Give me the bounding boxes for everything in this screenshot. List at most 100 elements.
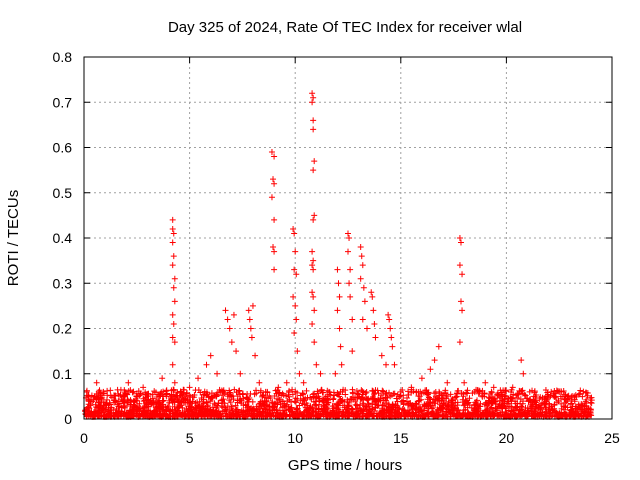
baseline-point	[107, 413, 114, 420]
data-point	[509, 384, 516, 391]
baseline-point	[267, 411, 274, 418]
data-point	[169, 262, 176, 269]
baseline-point	[397, 392, 404, 399]
baseline-point	[121, 405, 128, 412]
baseline-point	[264, 389, 271, 396]
baseline-point	[393, 395, 400, 402]
data-point	[383, 361, 390, 368]
baseline-point	[342, 387, 349, 394]
baseline-point	[307, 403, 314, 410]
baseline-point	[415, 398, 422, 405]
data-point	[291, 330, 298, 337]
baseline-point	[360, 406, 367, 413]
data-point	[358, 253, 365, 260]
baseline-point	[178, 392, 185, 399]
data-point	[386, 316, 393, 323]
data-point	[310, 257, 317, 264]
baseline-point	[381, 403, 388, 410]
data-point	[275, 384, 282, 391]
data-point	[336, 325, 343, 332]
data-point	[270, 244, 277, 251]
baseline-point	[463, 389, 470, 396]
baseline-point	[134, 393, 141, 400]
baseline-point	[107, 392, 114, 399]
data-point	[290, 225, 297, 232]
baseline-point	[519, 387, 526, 394]
data-point	[171, 298, 178, 305]
baseline-point	[140, 408, 147, 415]
baseline-point	[543, 413, 550, 420]
data-point	[334, 266, 341, 273]
baseline-point	[408, 402, 415, 409]
data-point	[171, 275, 178, 282]
baseline-point	[526, 410, 533, 417]
data-point	[186, 384, 193, 391]
baseline-point	[87, 400, 94, 407]
baseline-point	[184, 407, 191, 414]
data-point	[309, 90, 316, 97]
baseline-point	[438, 397, 445, 404]
baseline-point	[502, 387, 509, 394]
data-point	[169, 334, 176, 341]
baseline-point	[227, 399, 234, 406]
baseline-point	[208, 395, 215, 402]
baseline-point	[222, 413, 229, 420]
plot-frame	[83, 56, 613, 420]
data-point	[310, 94, 317, 101]
data-point	[293, 271, 300, 278]
baseline-point	[491, 412, 498, 419]
baseline-point	[84, 392, 91, 399]
baseline-point	[186, 413, 193, 420]
data-point	[224, 316, 231, 323]
data-point	[336, 293, 343, 300]
baseline-point	[542, 404, 549, 411]
baseline-point	[147, 397, 154, 404]
baseline-point	[458, 389, 465, 396]
baseline-point	[492, 398, 499, 405]
baseline-point	[352, 401, 359, 408]
baseline-point	[226, 389, 233, 396]
baseline-point	[305, 407, 312, 414]
baseline-point	[359, 400, 366, 407]
data-point	[389, 343, 396, 350]
baseline-point	[383, 389, 390, 396]
data-point	[368, 289, 375, 296]
baseline-point	[583, 405, 590, 412]
baseline-point	[170, 386, 177, 393]
baseline-point	[331, 409, 338, 416]
data-point	[349, 348, 356, 355]
baseline-point	[251, 411, 258, 418]
baseline-point	[218, 396, 225, 403]
baseline-point	[400, 400, 407, 407]
data-point	[360, 284, 367, 291]
data-point	[490, 384, 497, 391]
baseline-point	[83, 413, 90, 420]
data-point	[338, 361, 345, 368]
baseline-point	[494, 413, 501, 420]
baseline-point	[546, 401, 553, 408]
baseline-point	[170, 411, 177, 418]
baseline-point	[529, 403, 536, 410]
baseline-point	[322, 393, 329, 400]
baseline-point	[538, 410, 545, 417]
baseline-point	[192, 406, 199, 413]
data-point	[170, 230, 177, 237]
baseline-point	[131, 402, 138, 409]
y-tick-label: 0.8	[53, 49, 73, 65]
baseline-point	[141, 405, 148, 412]
baseline-point	[341, 398, 348, 405]
baseline-point	[474, 387, 481, 394]
baseline-point	[193, 404, 200, 411]
baseline-point	[157, 410, 164, 417]
baseline-point	[369, 387, 376, 394]
baseline-point	[231, 386, 238, 393]
baseline-point	[136, 405, 143, 412]
baseline-point	[405, 391, 412, 398]
baseline-point	[359, 412, 366, 419]
y-tick-label: 0.4	[53, 230, 73, 246]
baseline-point	[369, 406, 376, 413]
x-tick-label: 15	[393, 430, 409, 446]
baseline-point	[269, 400, 276, 407]
baseline-point	[425, 394, 432, 401]
baseline-point	[310, 391, 317, 398]
